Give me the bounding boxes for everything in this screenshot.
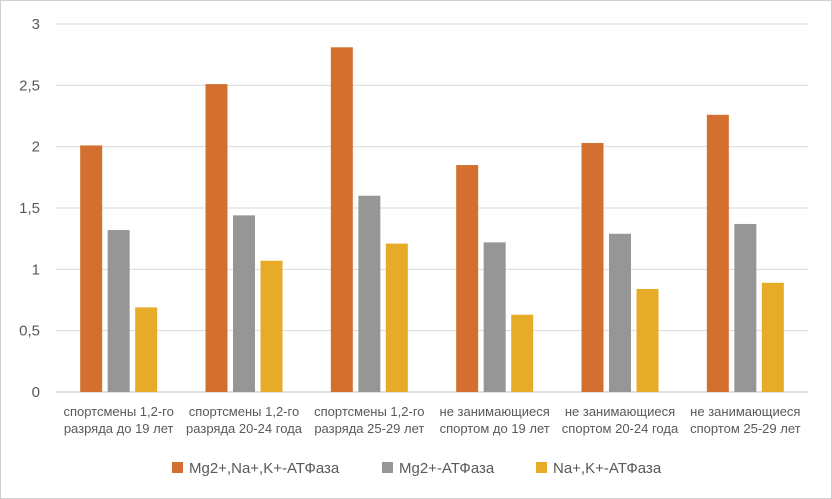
legend-label: Na+,K+-АТФаза [553,460,662,477]
y-tick-label: 1 [32,261,40,278]
bar-2-5 [609,233,631,392]
bar-1-5 [581,142,604,392]
x-axis-category-labels: спортсмены 1,2-го разряда до 19 лет спортс… [63,404,800,436]
x-category-label: не занимающиеся спортом до 19 лет [440,404,550,436]
legend-swatch [536,462,547,473]
bar-1-2 [205,84,228,393]
bar-3-1 [135,307,158,392]
y-tick-label: 1,5 [19,200,40,217]
y-tick-label: 0,5 [19,323,40,340]
y-axis-tick-labels: 0 0,5 1 1,5 2 2,5 3 [19,16,40,401]
bar-3-6 [761,282,784,392]
bar-3-5 [636,288,659,392]
bar-3-3 [385,243,408,392]
x-category-label: не занимающиеся спортом 20-24 года [562,404,679,436]
bar-2-2 [233,215,255,392]
bar-3-4 [511,314,534,392]
x-category-label: спортсмены 1,2-го разряда до 19 лет [63,404,173,436]
legend-label: Mg2+,Na+,K+-АТФаза [189,460,340,477]
y-tick-label: 0 [32,384,40,401]
bar-1-3 [330,47,353,392]
bar-2-1 [107,230,130,392]
legend: Mg2+,Na+,K+-АТФаза Mg2+-АТФаза Na+,K+-АТФа… [172,460,662,477]
legend-swatch [382,462,393,473]
y-tick-label: 3 [32,16,40,33]
y-tick-label: 2 [32,139,40,156]
y-tick-label: 2,5 [19,77,40,94]
legend-label: Mg2+-АТФаза [399,460,495,477]
gridlines [56,23,808,393]
x-category-label: спортсмены 1,2-го разряда 20-24 года [186,404,303,436]
legend-swatch [172,462,183,473]
bar-2-3 [358,195,381,392]
x-category-label: не занимающиеся спортом 25-29 лет [690,404,801,436]
x-category-label: спортсмены 1,2-го разряда 25-29 лет [314,404,424,436]
bars [80,47,784,393]
bar-1-1 [80,145,103,392]
bar-1-4 [456,165,479,392]
bar-3-2 [260,260,283,392]
bar-2-6 [734,223,757,392]
bar-1-6 [706,114,729,393]
bar-2-4 [483,242,506,392]
